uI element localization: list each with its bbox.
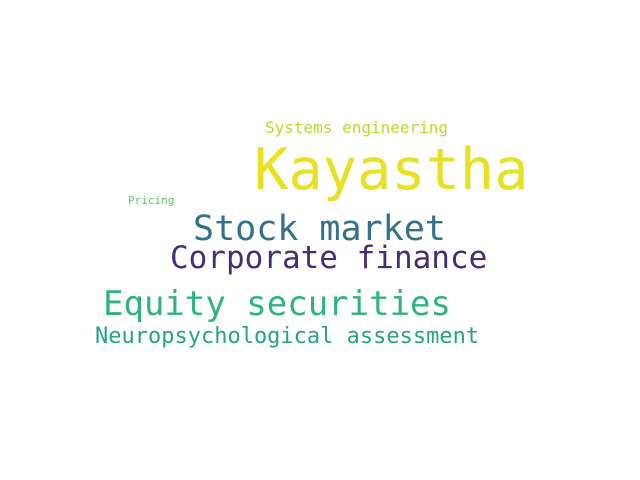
word-pricing: Pricing [128,194,175,207]
word-equity-securities: Equity securities [103,284,451,324]
word-stock-market: Stock market [193,209,446,249]
word-kayastha: Kayastha [254,137,529,203]
word-corporate-finance: Corporate finance [170,240,488,276]
word-neuropsychological-assessment: Neuropsychological assessment [95,324,480,349]
word-systems-engineering: Systems engineering [265,118,449,137]
